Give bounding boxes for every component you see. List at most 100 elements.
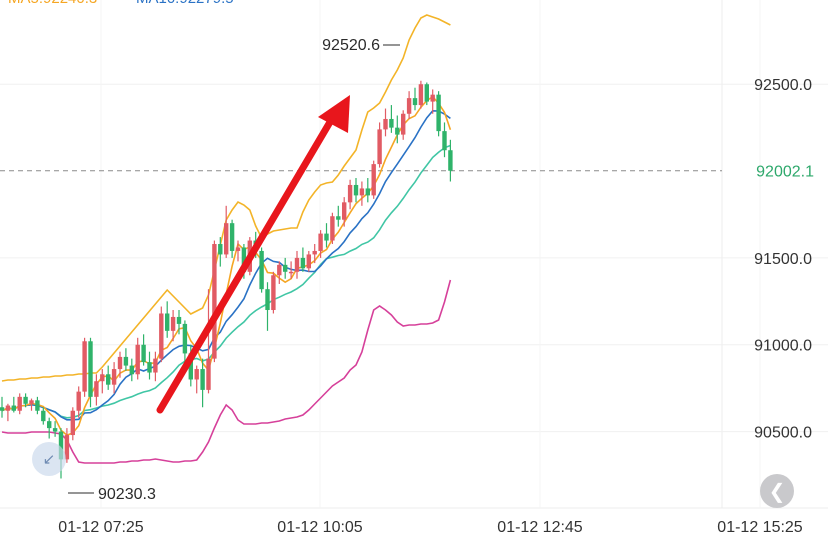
candle-body — [11, 405, 16, 411]
candle-body — [165, 313, 170, 331]
candle-body — [241, 247, 247, 272]
candle-body — [312, 250, 317, 255]
candle-body — [235, 247, 241, 251]
candle-body — [111, 369, 117, 385]
candle-body — [29, 400, 34, 404]
candle-body — [82, 341, 87, 392]
candle-body — [377, 129, 382, 165]
candle-body — [5, 405, 11, 411]
candle-body — [424, 84, 429, 102]
candle-body — [383, 118, 388, 130]
collapse-arrows-icon[interactable]: ↙ — [32, 442, 66, 476]
candle-body — [123, 356, 129, 366]
candle-body — [336, 216, 341, 220]
candle-body — [406, 98, 412, 114]
candle-body — [330, 216, 335, 241]
candle-body — [194, 369, 199, 380]
candle-body — [35, 400, 40, 411]
high-price-label: 92520.6 — [322, 37, 380, 54]
candle-body — [141, 344, 146, 363]
low-price-label: 90230.3 — [98, 486, 156, 503]
candle-body — [365, 188, 370, 196]
candle-body — [265, 289, 270, 311]
candle-body — [176, 316, 182, 324]
candle-body — [100, 374, 105, 382]
candle-body — [76, 391, 81, 411]
candle-body — [430, 94, 435, 102]
candle-body — [395, 127, 400, 135]
upper-band-line — [1, 14, 451, 382]
candle-body — [218, 244, 223, 255]
candle-body — [277, 264, 282, 276]
candle-body — [229, 223, 235, 251]
candle-body — [371, 164, 376, 196]
candle-body — [412, 98, 418, 106]
ma-legend: MA5:92240.3 MA10:92279.5 — [8, 0, 234, 7]
scroll-to-latest-button[interactable]: ❮ — [760, 474, 794, 508]
candle-body — [224, 223, 229, 255]
candle-body — [106, 374, 111, 385]
candle-body — [288, 271, 294, 274]
candle-body — [58, 431, 64, 460]
ma5-line — [1, 95, 452, 437]
candle-body — [64, 435, 70, 460]
lower-band-line — [1, 279, 452, 464]
candle-body — [448, 150, 453, 171]
candle-body — [436, 94, 441, 132]
candle-body — [0, 407, 5, 411]
candle-body — [188, 353, 193, 380]
candle-body — [23, 396, 28, 404]
x-tick-label: 01-12 15:25 — [717, 519, 803, 536]
x-tick-label: 01-12 12:45 — [497, 519, 583, 536]
candle-body — [300, 257, 306, 269]
candle-body — [206, 358, 211, 390]
ma20-line — [1, 144, 451, 419]
trend-arrow-shaft — [156, 118, 334, 414]
trend-arrow-head — [318, 95, 350, 133]
x-tick-label: 01-12 10:05 — [277, 519, 363, 536]
candle-body — [147, 362, 152, 373]
x-axis: 01-12 07:25 01-12 10:05 01-12 12:45 01-12 1… — [58, 519, 803, 536]
y-tick-label: 90500.0 — [754, 425, 812, 442]
candle-body — [283, 264, 288, 272]
candle-body — [324, 233, 329, 241]
candle-body — [212, 244, 217, 359]
candle-body — [70, 410, 75, 436]
y-tick-label: 91000.0 — [754, 338, 812, 355]
y-axis: 92500.0 91500.0 91000.0 90500.0 92002.1 — [754, 77, 814, 441]
candle-body — [318, 233, 323, 251]
ma-legend-ma5: MA5:92240.3 — [8, 0, 97, 7]
candle-body — [117, 356, 123, 370]
candle-body — [401, 113, 406, 135]
y-tick-label: 92500.0 — [754, 77, 812, 94]
candle-body — [129, 365, 134, 375]
candle-body — [52, 428, 58, 432]
candle-body — [88, 341, 93, 397]
current-price-label: 92002.1 — [756, 164, 814, 181]
candle-body — [353, 184, 359, 196]
candle-body — [271, 275, 276, 311]
x-tick-label: 01-12 07:25 — [58, 519, 144, 536]
candle-body — [442, 131, 447, 151]
candle-body — [389, 118, 394, 128]
candle-body — [294, 257, 300, 272]
candle-body — [200, 369, 205, 390]
candle-body — [259, 250, 264, 290]
candle-body — [153, 358, 158, 373]
annotations: 92520.6 90230.3 — [68, 37, 400, 503]
ma10-line — [1, 109, 451, 421]
candle-body — [170, 316, 176, 331]
ma-legend-ma10: MA10:92279.5 — [136, 0, 234, 7]
y-tick-label: 91500.0 — [754, 251, 812, 268]
candles — [0, 80, 453, 479]
candle-body — [17, 396, 22, 411]
candle-body — [41, 410, 46, 422]
candle-body — [94, 381, 99, 397]
grid-lines — [0, 0, 828, 509]
candle-body — [159, 313, 164, 359]
candle-body — [342, 202, 347, 220]
candle-body — [306, 254, 311, 269]
candle-body — [182, 323, 188, 354]
candle-body — [135, 344, 140, 375]
